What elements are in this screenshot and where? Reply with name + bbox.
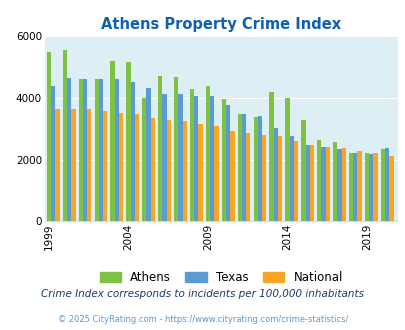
Bar	[325, 147, 329, 221]
Bar	[237, 114, 241, 221]
Bar	[79, 80, 83, 221]
Bar	[130, 82, 134, 221]
Bar	[142, 98, 146, 221]
Bar	[293, 141, 297, 221]
Bar	[87, 109, 91, 221]
Bar	[126, 62, 130, 221]
Bar	[269, 92, 273, 221]
Bar	[174, 77, 178, 221]
Bar	[178, 94, 182, 221]
Bar	[190, 89, 194, 221]
Bar	[289, 136, 293, 221]
Bar	[110, 61, 115, 221]
Bar	[257, 116, 262, 221]
Bar	[158, 76, 162, 221]
Bar	[241, 114, 245, 221]
Bar	[245, 133, 250, 221]
Text: Crime Index corresponds to incidents per 100,000 inhabitants: Crime Index corresponds to incidents per…	[41, 289, 364, 299]
Bar	[388, 156, 392, 221]
Bar	[305, 145, 309, 221]
Bar	[230, 131, 234, 221]
Bar	[368, 154, 373, 221]
Legend: Athens, Texas, National: Athens, Texas, National	[96, 268, 345, 288]
Bar	[209, 96, 214, 221]
Bar	[67, 78, 71, 221]
Bar	[94, 80, 98, 221]
Bar	[373, 153, 377, 221]
Bar	[253, 117, 257, 221]
Bar	[83, 80, 87, 221]
Bar	[194, 96, 198, 221]
Bar	[221, 99, 226, 221]
Bar	[205, 86, 209, 221]
Bar	[273, 128, 277, 221]
Bar	[198, 124, 202, 221]
Bar	[166, 120, 171, 221]
Bar	[119, 113, 123, 221]
Bar	[162, 94, 166, 221]
Bar	[62, 50, 67, 221]
Bar	[352, 153, 357, 221]
Bar	[384, 148, 388, 221]
Title: Athens Property Crime Index: Athens Property Crime Index	[101, 17, 341, 32]
Bar	[316, 140, 321, 221]
Bar	[341, 148, 345, 221]
Bar	[380, 149, 384, 221]
Bar	[115, 80, 119, 221]
Bar	[71, 109, 75, 221]
Bar	[332, 142, 337, 221]
Bar	[134, 114, 139, 221]
Bar	[337, 149, 341, 221]
Bar	[47, 52, 51, 221]
Bar	[357, 151, 361, 221]
Bar	[146, 88, 150, 221]
Bar	[98, 80, 103, 221]
Bar	[301, 120, 305, 221]
Bar	[55, 109, 60, 221]
Bar	[285, 98, 289, 221]
Bar	[51, 86, 55, 221]
Bar	[214, 126, 218, 221]
Bar	[103, 111, 107, 221]
Bar	[364, 153, 368, 221]
Bar	[150, 118, 155, 221]
Bar	[226, 105, 230, 221]
Bar	[348, 153, 352, 221]
Bar	[309, 145, 313, 221]
Bar	[321, 147, 325, 221]
Text: © 2025 CityRating.com - https://www.cityrating.com/crime-statistics/: © 2025 CityRating.com - https://www.city…	[58, 315, 347, 324]
Bar	[277, 136, 281, 221]
Bar	[262, 135, 266, 221]
Bar	[182, 121, 186, 221]
